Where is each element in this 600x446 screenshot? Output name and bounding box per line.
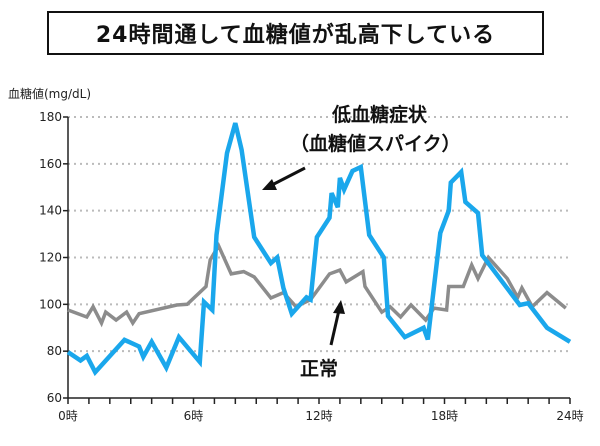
y-tick-label: 60 — [47, 391, 62, 405]
y-tick-label: 120 — [39, 251, 62, 265]
x-tick-label: 0時 — [58, 409, 78, 423]
y-tick-label: 180 — [39, 110, 62, 124]
annotation-normal: 正常 — [300, 357, 338, 380]
annotation-spike-line2: （血糖値スパイク） — [290, 132, 461, 155]
series-line-spike — [66, 122, 572, 377]
chart-title: 24時間通して血糖値が乱高下している — [47, 11, 544, 55]
arrow-normal-icon — [329, 300, 345, 346]
series-line-normal — [67, 242, 567, 328]
y-tick-label: 80 — [47, 344, 62, 358]
y-axis-label: 血糖値(mg/dL) — [8, 86, 91, 101]
x-tick-label: 24時 — [556, 409, 583, 423]
y-tick-label: 100 — [39, 297, 62, 311]
x-tick-label: 18時 — [431, 409, 458, 423]
x-tick-label: 12時 — [305, 409, 332, 423]
arrow-spike-icon — [262, 166, 306, 190]
y-tick-label: 160 — [39, 157, 62, 171]
x-tick-label: 6時 — [184, 409, 204, 423]
y-tick-label: 140 — [39, 204, 62, 218]
annotation-spike-line1: 低血糖症状 — [331, 103, 428, 126]
